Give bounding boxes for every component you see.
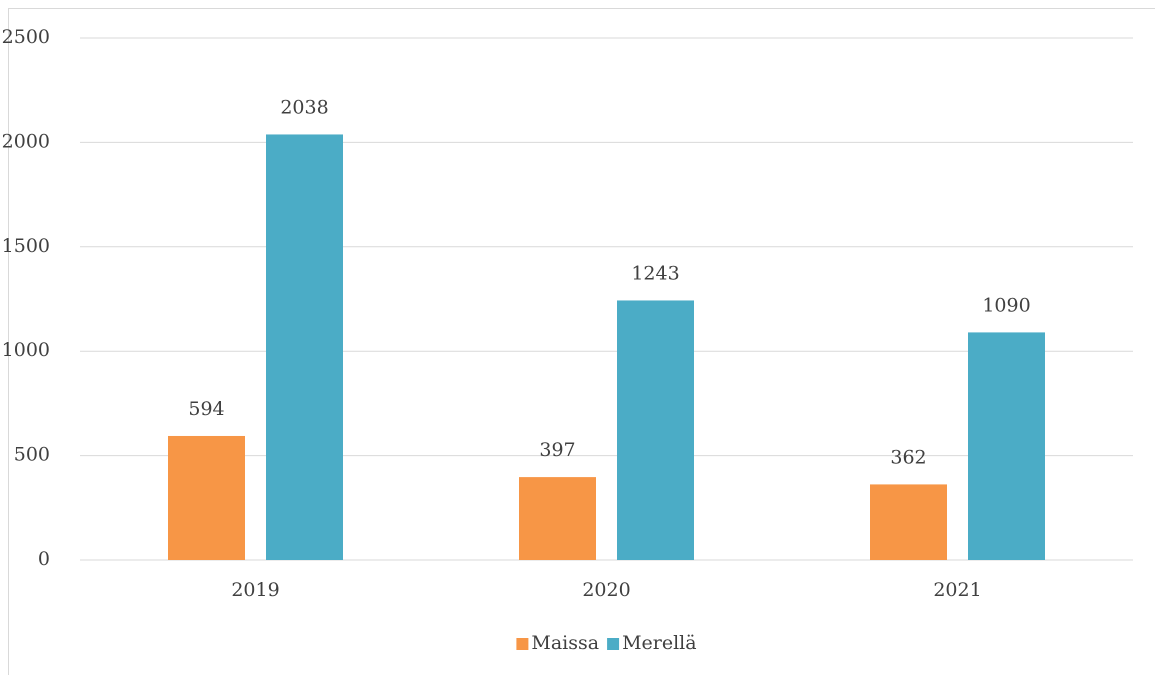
data-label: 594 [188,398,224,420]
bar [968,332,1045,560]
bar [870,484,947,560]
y-tick-label: 0 [38,548,50,570]
x-tick-label: 2020 [582,579,630,601]
y-tick-label: 2000 [2,130,50,152]
x-tick-label: 2021 [933,579,981,601]
y-tick-label: 500 [14,444,50,466]
y-tick-label: 1500 [2,235,50,257]
legend-label: Merellä [622,632,697,654]
x-tick-label: 2019 [231,579,279,601]
bar [519,477,596,560]
bar [266,134,343,560]
bar [617,300,694,560]
data-label: 397 [539,439,575,461]
y-tick-label: 1000 [2,339,50,361]
data-label: 1243 [631,262,679,284]
legend-label: Maissa [531,632,599,654]
chart-border [8,8,1155,675]
data-label: 1090 [982,294,1030,316]
legend-swatch [607,638,620,650]
data-label: 2038 [280,96,328,118]
data-label: 362 [890,446,926,468]
legend-swatch [516,638,529,650]
y-tick-label: 2500 [2,26,50,48]
bar [168,435,245,560]
